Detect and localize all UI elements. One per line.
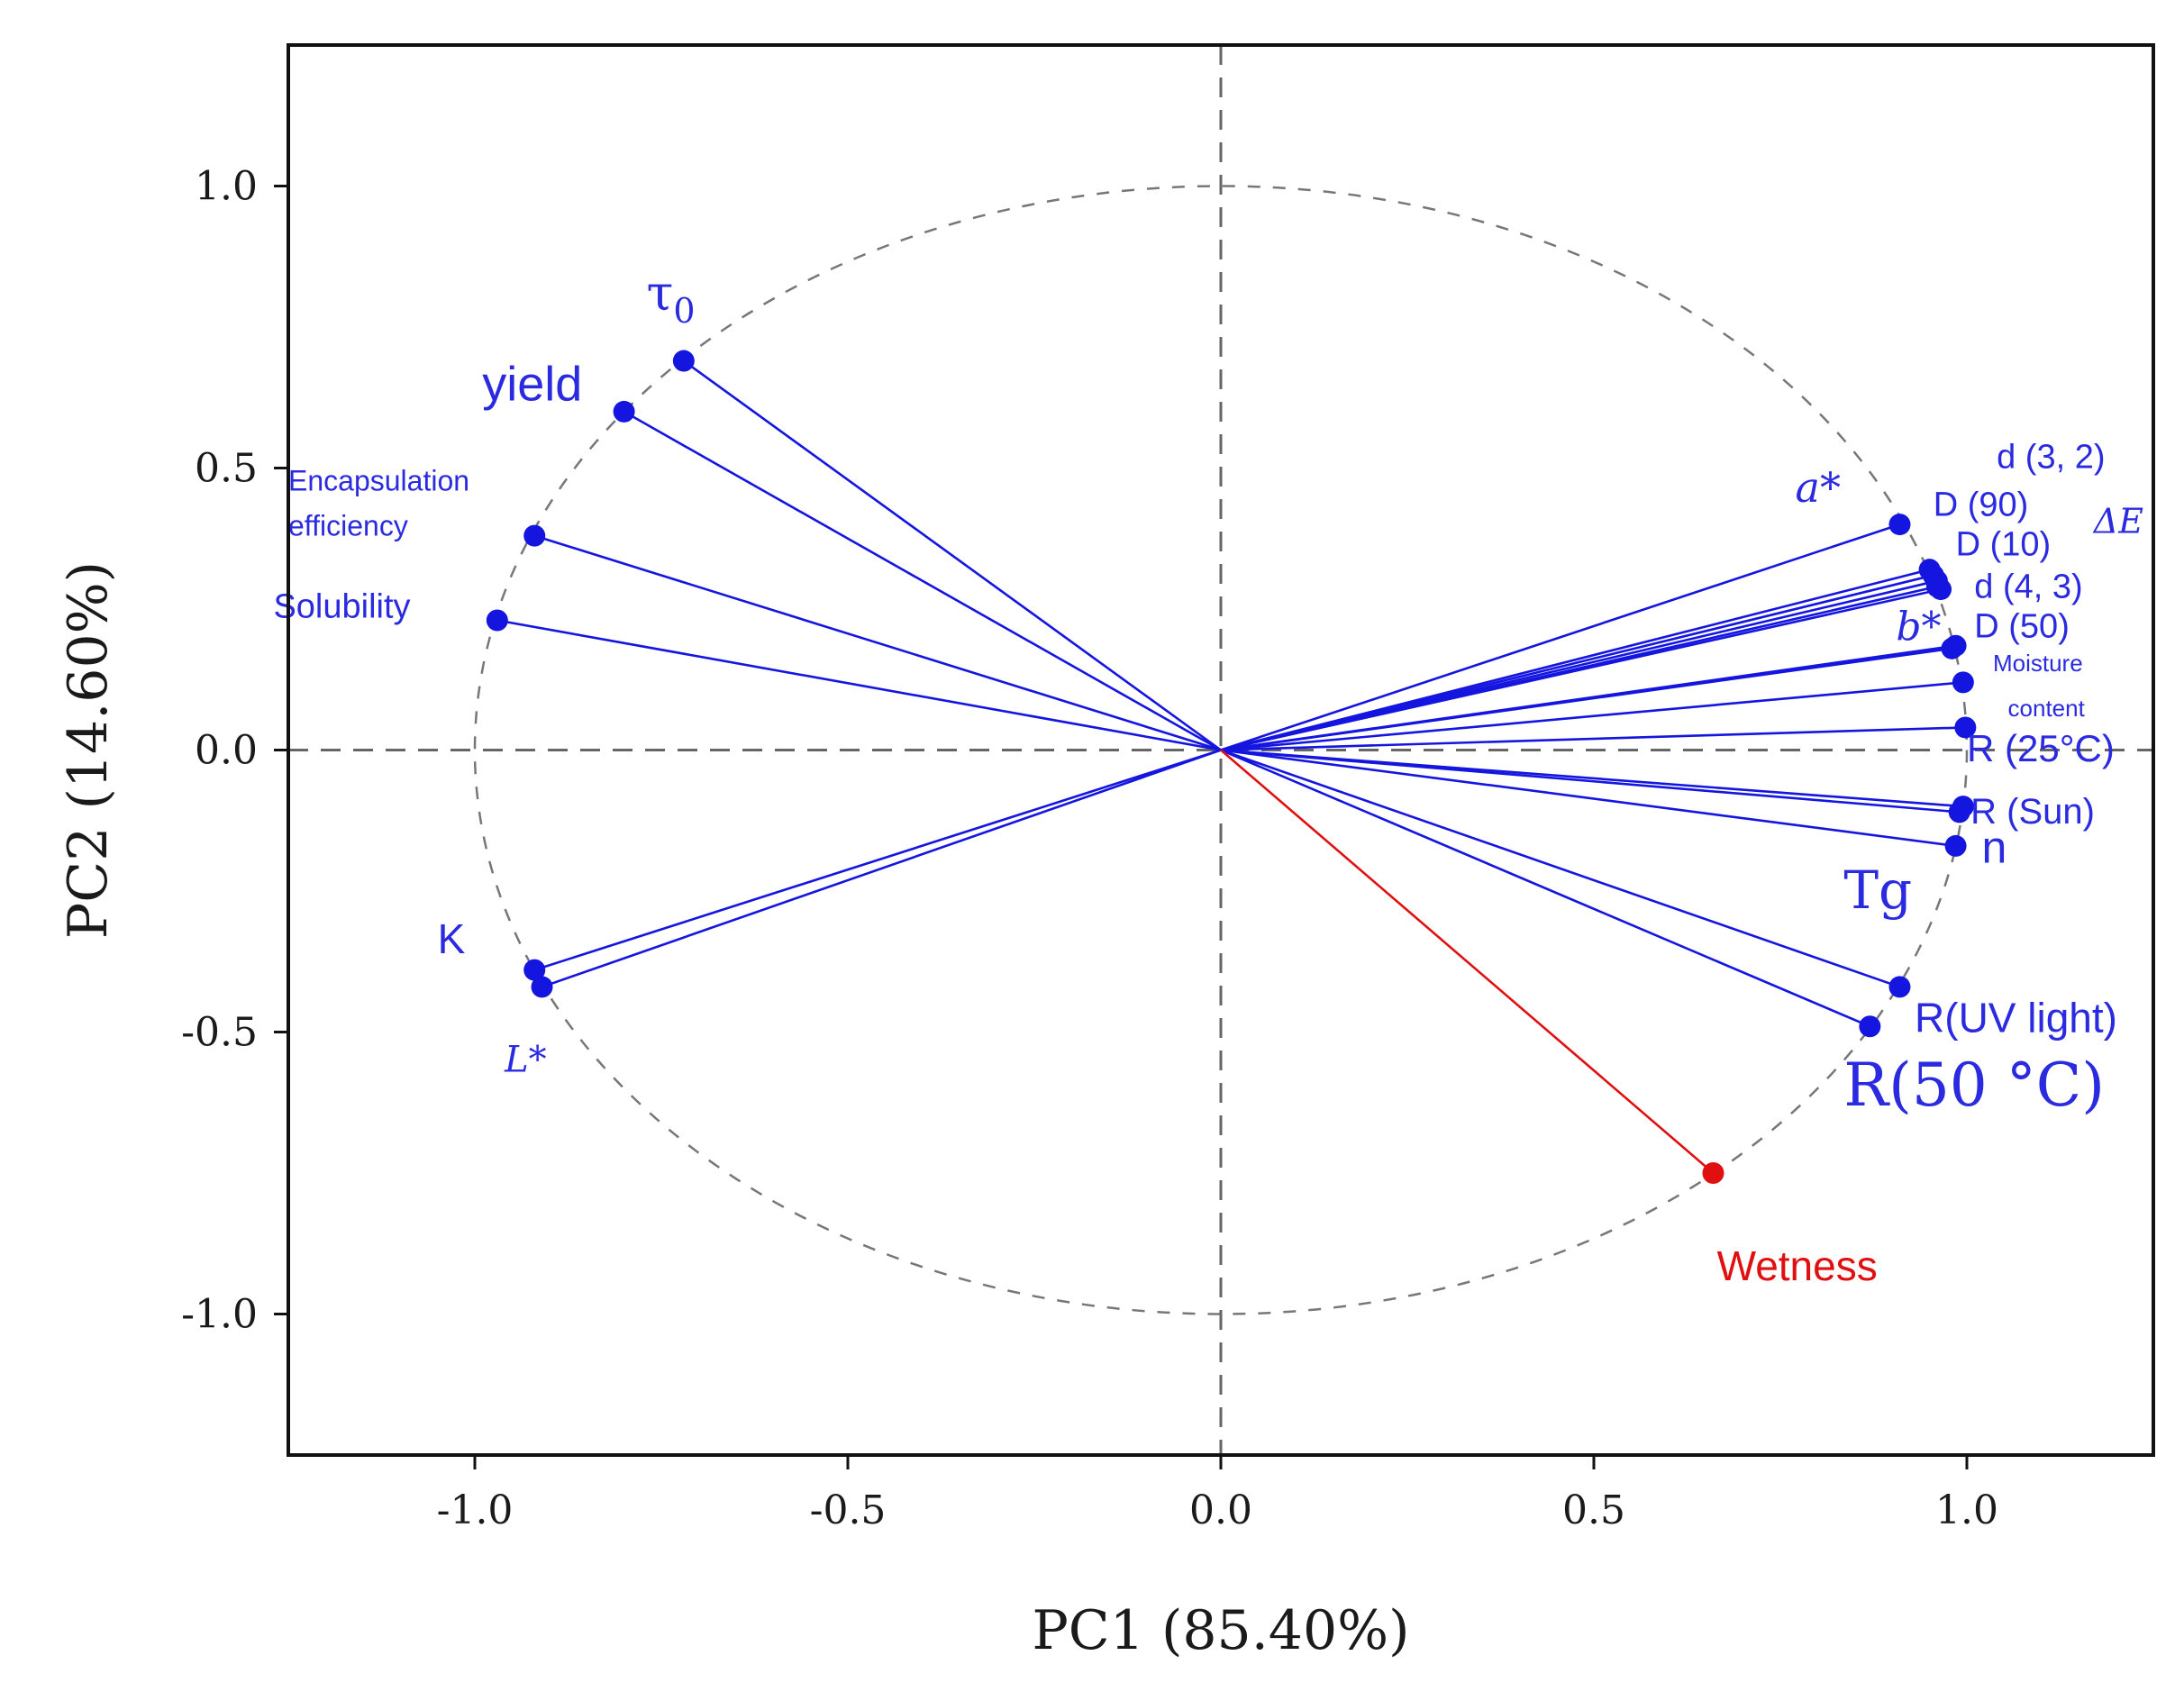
loading-vector: [1220, 749, 1960, 814]
loading-vector: [683, 359, 1222, 751]
variable-label: D (10): [1956, 526, 2052, 564]
loading-points: [486, 350, 1977, 1184]
variable-label: yield: [482, 357, 582, 411]
loading-vector: [1220, 749, 1900, 988]
loading-vector: [1220, 587, 1942, 751]
x-axis-title: PC1 (85.40%): [1032, 1599, 1409, 1662]
loading-vector: [1220, 749, 1956, 848]
variable-labels: τ0 yield Encapsulation efficiency Solubility…: [273, 265, 2143, 1289]
loading-point: [1702, 1162, 1724, 1184]
loading-vector: [623, 410, 1222, 751]
loading-vector: [533, 534, 1222, 751]
loading-point: [613, 400, 635, 423]
loading-point: [531, 976, 553, 998]
x-tick-label: 0.0: [1189, 1487, 1252, 1533]
variable-label: content: [2008, 695, 2086, 722]
loading-point: [1944, 834, 1967, 857]
variable-label: K: [438, 915, 466, 962]
loading-point: [672, 350, 695, 372]
variable-label: R (Sun): [1970, 792, 2095, 832]
loading-vectors: [496, 359, 1966, 1174]
loading-vector: [1220, 644, 1956, 751]
variable-label: Wetness: [1717, 1242, 1878, 1289]
variable-label: ΔE: [2092, 501, 2143, 541]
variable-label: L*: [504, 1039, 547, 1080]
loading-point: [1859, 1015, 1881, 1038]
loading-vector: [496, 619, 1222, 751]
y-tick-label: 0.5: [195, 446, 258, 492]
variable-label: R(50 °C): [1843, 1051, 2105, 1120]
variable-label: Encapsulation: [288, 465, 469, 497]
x-tick-label: 0.5: [1562, 1487, 1625, 1533]
loading-point: [1954, 716, 1977, 739]
variable-label: D (50): [1974, 607, 2070, 645]
variable-label: D (90): [1934, 487, 2029, 524]
loading-point: [1944, 634, 1967, 657]
variable-label: R(UV light): [1915, 995, 2117, 1042]
variable-label: Tg: [1843, 860, 1912, 921]
variable-label: R (25°C): [1967, 727, 2115, 769]
variable-label: b*: [1896, 604, 1941, 650]
loading-point: [523, 524, 546, 547]
loading-vector: [541, 749, 1222, 988]
loading-vector: [1220, 523, 1900, 751]
loading-point: [1888, 514, 1911, 536]
variable-label: efficiency: [288, 510, 408, 542]
y-tick-label: -0.5: [181, 1010, 258, 1056]
loading-point: [1952, 671, 1974, 694]
variable-label: d (3, 2): [1997, 439, 2105, 477]
loading-vector: [1220, 749, 1715, 1174]
y-axis-title: PC2 (14.60%): [57, 561, 120, 939]
loading-vector: [533, 749, 1222, 971]
variable-label: a*: [1796, 463, 1841, 512]
y-tick-label: 1.0: [195, 164, 258, 210]
loading-vector: [1220, 681, 1963, 751]
loading-point: [486, 609, 508, 632]
variable-label: τ0: [646, 265, 695, 331]
loading-point: [1888, 976, 1911, 998]
x-tick-label: -0.5: [810, 1487, 887, 1533]
variable-label: n: [1982, 823, 2007, 873]
correlation-circle: [473, 185, 1969, 1315]
loading-vector: [1220, 726, 1966, 751]
loading-point: [523, 959, 546, 981]
reference-layer: [288, 45, 2153, 1455]
loading-vector: [1220, 749, 1870, 1028]
variable-label: d (4, 3): [1974, 568, 2082, 605]
y-tick-label: -1.0: [181, 1292, 258, 1338]
variable-label: Solubility: [273, 587, 410, 625]
x-tick-label: 1.0: [1935, 1487, 1998, 1533]
loading-point: [1948, 801, 1970, 823]
loading-point: [1925, 569, 1948, 592]
variable-label: Moisture: [1993, 650, 2083, 677]
y-tick-label: 0.0: [195, 728, 258, 774]
axis-ticks: -1.0 -0.5 0.0 0.5 1.0 1.0 0.5 0.0 -0.5 -1.0: [181, 164, 1998, 1534]
loading-vector: [1220, 579, 1938, 751]
x-tick-label: -1.0: [437, 1487, 514, 1533]
